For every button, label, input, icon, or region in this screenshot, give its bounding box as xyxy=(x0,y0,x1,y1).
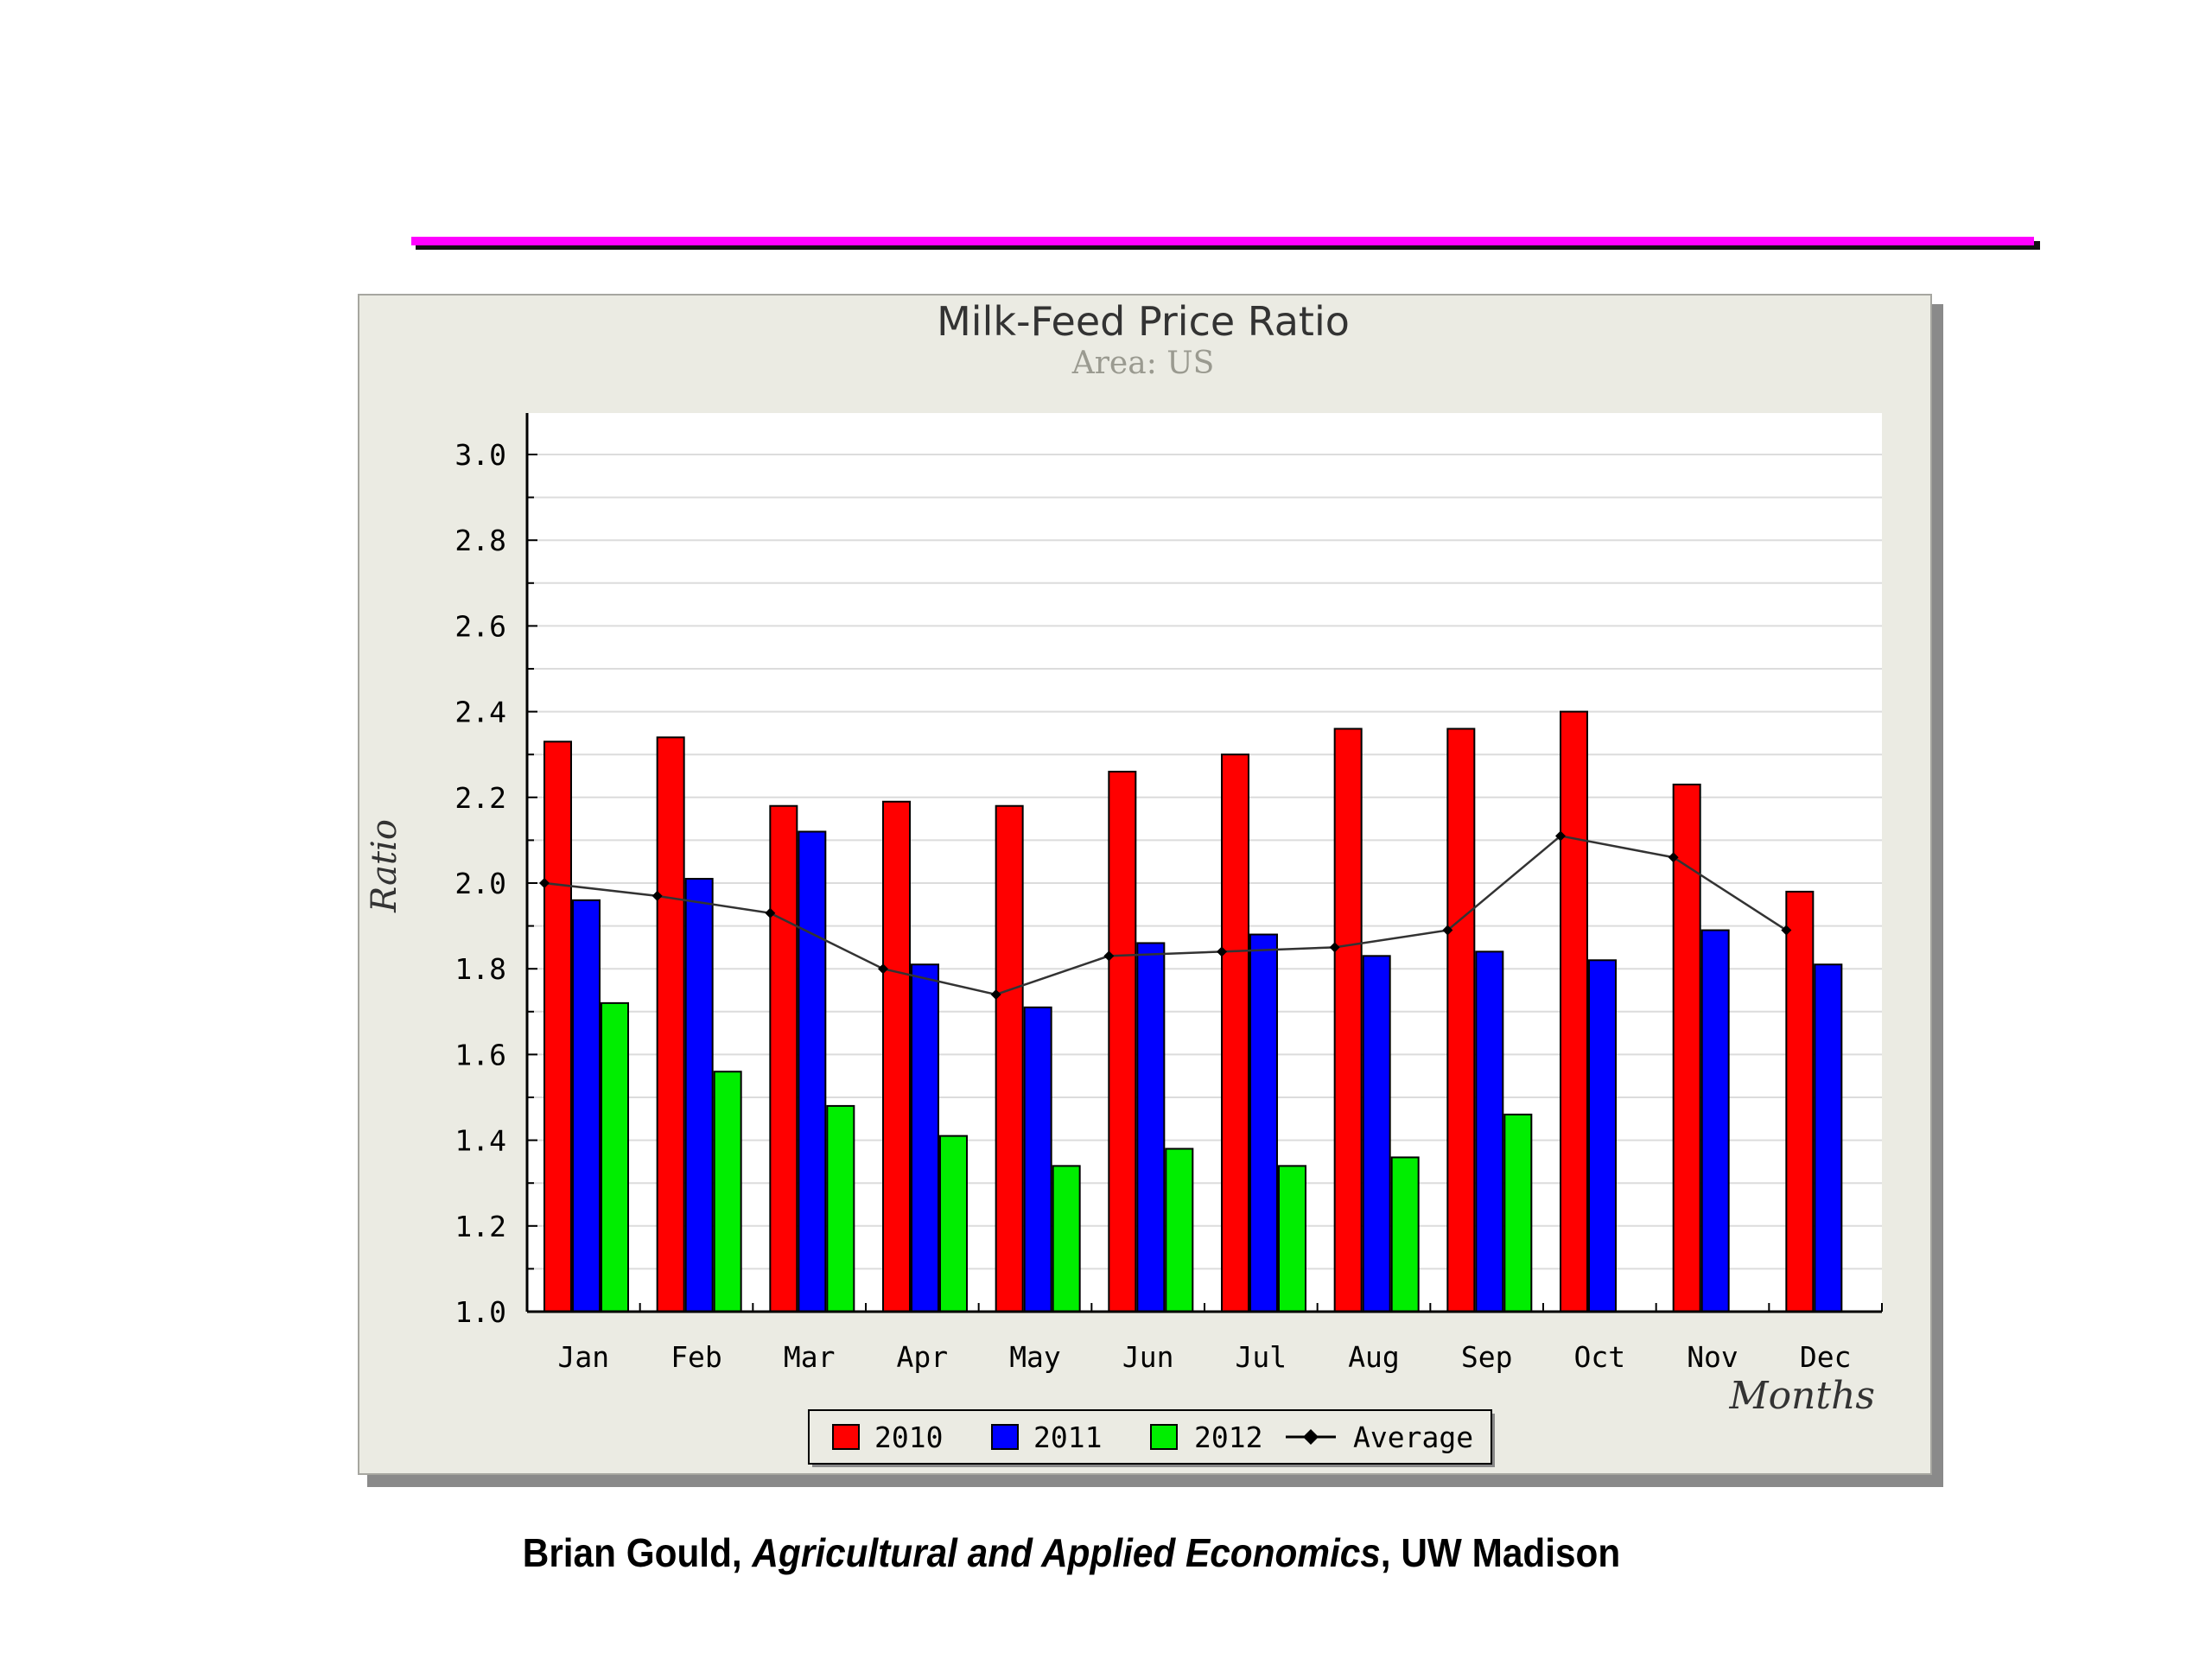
axes-group: 1.0 1.2 1.4 1.6 1.8 2.0 2.2 2.4 2.6 2.8 3.0 Jan Feb M… xyxy=(454,413,1883,1374)
bar-2010-Jun xyxy=(1108,771,1137,1313)
average-point-Jun xyxy=(1103,950,1115,962)
legend-label-2010: 2010 xyxy=(874,1421,943,1454)
x-tick-label: Jun xyxy=(1122,1340,1174,1374)
legend-swatch-2012 xyxy=(1150,1424,1178,1450)
x-tick-label: Dec xyxy=(1800,1340,1852,1374)
bar-2011-Dec xyxy=(1814,963,1843,1313)
bar-2012-Jan xyxy=(601,1001,629,1313)
bar-2012-Sep xyxy=(1503,1113,1533,1313)
bars-group xyxy=(543,710,1843,1313)
legend-label-2012: 2012 xyxy=(1194,1421,1262,1454)
average-line-group xyxy=(539,830,1792,1000)
x-tick-label: Sep xyxy=(1461,1340,1513,1374)
legend-label-Average: Average xyxy=(1353,1421,1473,1454)
x-tick-label: Jan xyxy=(558,1340,610,1374)
y-tick-label: 2.6 xyxy=(454,609,506,643)
average-point-Feb xyxy=(652,890,663,901)
bar-2011-May xyxy=(1023,1006,1052,1313)
footer-credit: Brian Gould, Agricultural and Applied Ec… xyxy=(86,1529,2057,1576)
bar-2010-Mar xyxy=(769,804,798,1313)
grid-lines xyxy=(527,454,1882,1270)
average-point-Aug xyxy=(1329,942,1340,953)
x-tick-label: Feb xyxy=(671,1340,722,1374)
footer-institution: , UW Madison xyxy=(1380,1530,1621,1575)
bar-2011-Sep xyxy=(1475,950,1504,1313)
y-tick-label: 2.0 xyxy=(454,867,506,900)
average-point-Sep xyxy=(1442,925,1453,936)
legend-swatch-2010 xyxy=(832,1424,860,1450)
chart-title: Milk-Feed Price Ratio xyxy=(937,298,1350,345)
bar-2012-Feb xyxy=(713,1071,742,1313)
bar-2010-Jul xyxy=(1221,753,1249,1313)
y-tick-label: 1.2 xyxy=(454,1210,506,1243)
x-tick-label: Oct xyxy=(1574,1340,1626,1374)
bar-2011-Jul xyxy=(1249,933,1278,1313)
x-tick-label: Aug xyxy=(1348,1340,1400,1374)
x-tick-label: Mar xyxy=(784,1340,836,1374)
y-tick-label: 2.4 xyxy=(454,696,506,729)
bar-2012-Mar xyxy=(826,1104,855,1313)
bar-2010-Oct xyxy=(1560,710,1588,1313)
average-point-Dec xyxy=(1781,925,1792,936)
x-tick-label: Nov xyxy=(1687,1340,1738,1374)
bar-2010-Jan xyxy=(543,741,572,1313)
bar-2010-Apr xyxy=(882,800,911,1313)
legend-swatch-2011 xyxy=(991,1424,1019,1450)
average-line xyxy=(543,835,1788,996)
bar-2012-Apr xyxy=(939,1135,968,1313)
average-point-May xyxy=(990,988,1001,1000)
x-tick-label: May xyxy=(1009,1340,1061,1374)
bar-2011-Jan xyxy=(572,899,601,1313)
footer-author: Brian Gould, xyxy=(522,1530,753,1575)
bar-2010-Sep xyxy=(1446,728,1476,1313)
bar-2012-Aug xyxy=(1390,1156,1420,1313)
legend: 2010 2011 2012 Average xyxy=(808,1409,1495,1467)
y-tick-label: 1.6 xyxy=(454,1038,506,1071)
average-point-Mar xyxy=(765,907,776,918)
bar-2011-Oct xyxy=(1588,959,1617,1313)
average-point-Jan xyxy=(539,878,550,888)
bar-2010-Dec xyxy=(1785,890,1815,1313)
y-tick-label: 1.8 xyxy=(454,952,506,986)
average-point-Nov xyxy=(1668,852,1679,863)
y-tick-label: 2.2 xyxy=(454,781,506,815)
bar-2011-Mar xyxy=(798,830,827,1313)
bar-2012-May xyxy=(1052,1165,1081,1313)
average-point-Apr xyxy=(878,963,888,975)
x-axis-label: Months xyxy=(1729,1374,1875,1418)
bar-2011-Apr xyxy=(911,963,939,1313)
x-tick-label: Apr xyxy=(897,1340,949,1374)
x-tick-label: Jul xyxy=(1236,1340,1287,1374)
bar-2011-Jun xyxy=(1136,942,1166,1313)
y-tick-label: 1.4 xyxy=(454,1124,506,1158)
bar-2010-Aug xyxy=(1333,728,1363,1313)
bar-2011-Nov xyxy=(1700,929,1730,1313)
bar-2010-Nov xyxy=(1672,783,1701,1313)
header-rule-shadow xyxy=(416,241,2040,250)
header-rule xyxy=(411,237,2034,245)
chart-subtitle: Area: US xyxy=(1071,346,1215,381)
bar-2011-Aug xyxy=(1362,955,1391,1313)
bar-2012-Jun xyxy=(1165,1147,1194,1313)
footer-department: Agricultural and Applied Economics xyxy=(752,1530,1381,1575)
legend-label-2011: 2011 xyxy=(1033,1421,1102,1454)
y-axis-label: Ratio xyxy=(365,819,404,913)
average-point-Jul xyxy=(1217,946,1227,957)
plot-area xyxy=(527,413,1882,1312)
bar-2011-Feb xyxy=(684,878,714,1313)
average-point-Oct xyxy=(1555,830,1566,842)
bar-2012-Jul xyxy=(1278,1165,1306,1313)
y-tick-label: 3.0 xyxy=(454,438,506,472)
y-tick-label: 1.0 xyxy=(454,1295,506,1329)
bar-2010-May xyxy=(995,804,1024,1313)
legend-marker-average xyxy=(1303,1429,1319,1445)
y-tick-label: 2.8 xyxy=(454,524,506,557)
bar-2010-Feb xyxy=(656,736,685,1313)
